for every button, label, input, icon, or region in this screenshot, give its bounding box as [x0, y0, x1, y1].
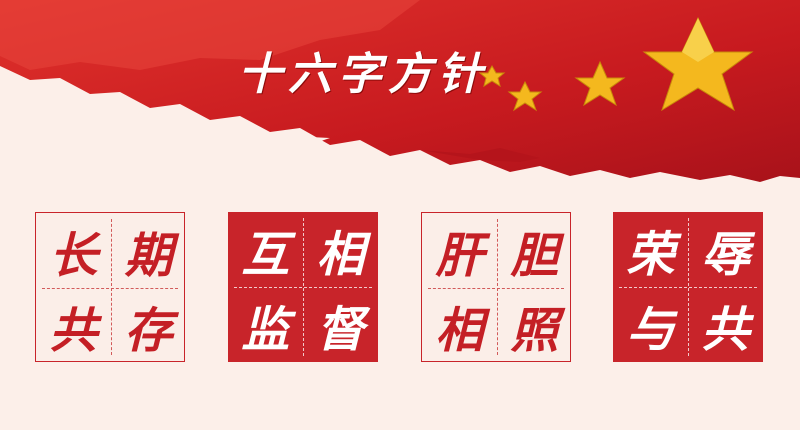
motto-char: 相 [435, 302, 484, 359]
motto-char: 长 [49, 227, 98, 284]
motto-char: 相 [316, 226, 365, 283]
motto-char: 监 [241, 301, 290, 358]
motto-char: 与 [626, 301, 675, 358]
page-title: 十六字方针 [238, 49, 488, 100]
motto-char: 督 [316, 301, 365, 358]
gold-stars-icon [478, 16, 754, 112]
grid-divider-horizontal [234, 287, 372, 288]
motto-char: 期 [124, 227, 173, 284]
motto-char: 胆 [510, 227, 559, 284]
motto-grid-2: 互 相 监 督 [228, 212, 378, 362]
grid-divider-horizontal [619, 287, 757, 288]
motto-char: 照 [510, 302, 559, 359]
motto-grid-1: 长 期 共 存 [35, 212, 185, 362]
red-brush-banner [0, 0, 800, 182]
grid-divider-vertical [111, 219, 112, 355]
motto-char: 互 [241, 226, 290, 283]
motto-char: 共 [49, 302, 98, 359]
grid-divider-vertical [497, 219, 498, 355]
grid-divider-horizontal [42, 288, 178, 289]
motto-char: 辱 [701, 226, 750, 283]
motto-char: 共 [701, 301, 750, 358]
motto-grid-4: 荣 辱 与 共 [613, 212, 763, 362]
motto-char: 肝 [435, 227, 484, 284]
motto-grid-3: 肝 胆 相 照 [421, 212, 571, 362]
motto-char: 存 [124, 302, 173, 359]
motto-char: 荣 [626, 226, 675, 283]
grid-divider-horizontal [428, 288, 564, 289]
